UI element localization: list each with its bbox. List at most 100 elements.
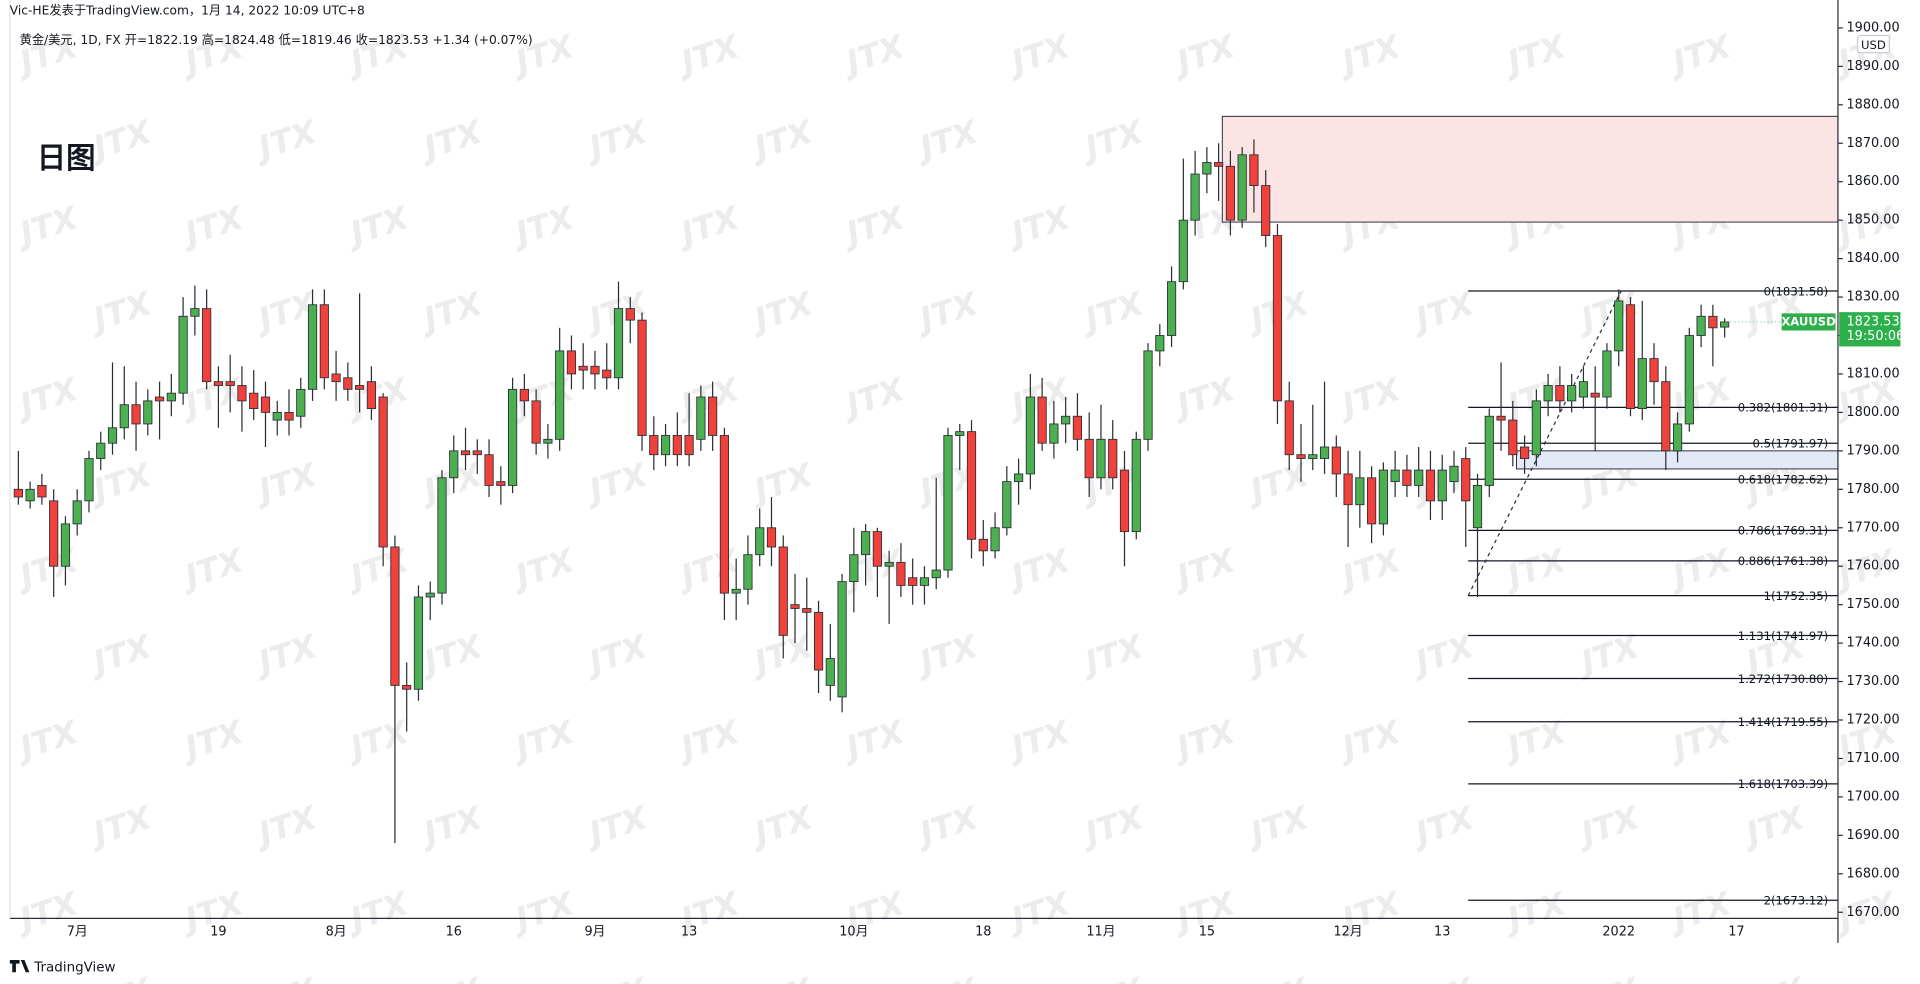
watermark: JTX (910, 112, 984, 168)
candle-body (1461, 458, 1471, 502)
candle-body (908, 577, 918, 586)
candle-body (1049, 423, 1059, 444)
candle-body (1178, 219, 1188, 283)
y-tick-label: 1720.00 (1847, 713, 1900, 728)
candle-body (1378, 469, 1388, 525)
candle-body (449, 450, 459, 479)
price-tag (1839, 312, 1901, 347)
candle-body (1014, 473, 1024, 483)
watermark: JTX (248, 627, 322, 683)
y-tick-label: 1790.00 (1847, 443, 1900, 458)
candle-body (1272, 235, 1283, 402)
plot-area: 0(1831.58) 0.382(1801.31) 0.5(1791.97) 0.61… (13, 115, 1839, 908)
candle-body (578, 365, 588, 371)
candle-body (943, 435, 953, 571)
watermark: JTX (836, 27, 910, 83)
candle-body (355, 385, 365, 390)
watermark: JTX (836, 198, 910, 254)
candle-body (131, 404, 141, 425)
candle-body (1284, 400, 1294, 456)
x-tick-label: 15 (1199, 924, 1215, 939)
candle-body (1402, 469, 1412, 486)
watermark: JTX (910, 798, 984, 854)
candle-body (1590, 392, 1600, 398)
watermark: JTX (248, 112, 322, 168)
watermark: JTX (414, 969, 488, 984)
watermark: JTX (1663, 369, 1737, 425)
candle-body (1343, 473, 1353, 506)
watermark: JTX (414, 627, 488, 683)
watermark: JTX (1405, 969, 1479, 984)
price-tag-value: 1823.53 (1847, 314, 1900, 329)
candle-body (508, 388, 518, 486)
watermark: JTX (1663, 712, 1737, 768)
candle-body (1472, 485, 1483, 529)
candle-body (566, 350, 577, 375)
candle-body (378, 396, 388, 548)
y-tick-label: 1680.00 (1847, 866, 1900, 881)
watermark: JTX (579, 627, 653, 683)
watermark: JTX (1332, 369, 1406, 425)
watermark: JTX (1001, 198, 1075, 254)
watermark: JTX (340, 198, 414, 254)
candle-body (1519, 446, 1530, 459)
fib-label: 1.618(1703.39) (1738, 777, 1828, 791)
x-tick-label: 2022 (1602, 924, 1635, 939)
candle-body (837, 581, 847, 698)
candle-body (684, 435, 694, 456)
watermark: JTX (1240, 455, 1314, 511)
candle-body (849, 554, 859, 583)
watermark: JTX (910, 627, 984, 683)
candle-body (1025, 396, 1035, 475)
y-tick-label: 1700.00 (1847, 789, 1900, 804)
candle-body (366, 381, 376, 409)
watermark: JTX (83, 455, 157, 511)
fib-label: 0.786(1769.31) (1738, 524, 1828, 538)
watermark: JTX (505, 712, 579, 768)
candle-body (1061, 415, 1071, 425)
fib-label: 2(1673.12) (1764, 894, 1829, 908)
candle-body (884, 561, 894, 567)
watermark: JTX (83, 798, 157, 854)
candle-body (1425, 469, 1436, 502)
watermark: JTX (579, 798, 653, 854)
watermark: JTX (1167, 27, 1241, 83)
candle-body (755, 527, 765, 556)
currency: USD (1861, 38, 1886, 52)
y-tick-label: 1880.00 (1847, 97, 1900, 112)
y-tick-label: 1670.00 (1847, 905, 1900, 920)
candle-body (1108, 438, 1118, 479)
watermark: JTX (414, 284, 488, 340)
y-tick-label: 1750.00 (1847, 597, 1900, 612)
candle-body (519, 388, 529, 402)
x-tick-label: 17 (1728, 924, 1744, 939)
candle-body (272, 411, 282, 421)
watermark: JTX (1001, 884, 1075, 940)
candle-body (1708, 315, 1718, 329)
watermark: JTX (1240, 969, 1314, 984)
watermark: JTX (1075, 112, 1149, 168)
candle-body (531, 400, 541, 444)
x-tick-label: 9月 (584, 924, 605, 939)
candle-body (1249, 154, 1259, 186)
x-tick-label: 7月 (67, 924, 88, 939)
watermark: JTX (744, 969, 818, 984)
watermark: JTX (744, 455, 818, 511)
watermark: JTX (1001, 27, 1075, 83)
candle-body (1696, 315, 1706, 336)
author-line: Vic-HE发表于TradingView.com，1月 14, 2022 10:… (10, 3, 365, 18)
candle-body (107, 427, 118, 444)
candle-body (60, 523, 71, 567)
watermark: JTX (1571, 798, 1645, 854)
candle-body (660, 435, 671, 456)
candle-body (225, 381, 235, 386)
candle-body (543, 438, 553, 444)
candle-body (249, 392, 259, 409)
candle-body (1367, 477, 1377, 525)
chart-label: 日图 (37, 141, 96, 175)
candle-body (708, 396, 718, 436)
watermark: JTX (10, 198, 84, 254)
trendline (1467, 290, 1622, 596)
candle-body (590, 365, 600, 375)
candle-body (872, 531, 882, 567)
